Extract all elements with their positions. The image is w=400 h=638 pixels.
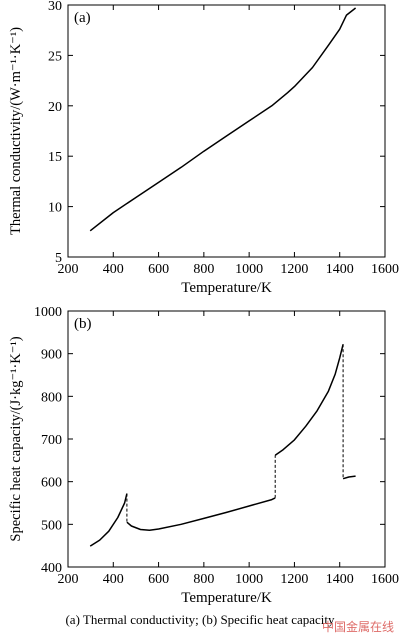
chart-1-x-tick-label: 1400 <box>326 572 354 587</box>
chart-0-x-tick-label: 600 <box>148 262 169 277</box>
chart-0-y-tick-label: 15 <box>48 150 62 165</box>
chart-1-x-axis-label: Temperature/K <box>181 590 272 606</box>
chart-1-series-line-0 <box>89 493 128 547</box>
chart-1-x-tick-label: 600 <box>148 572 169 587</box>
chart-0-y-axis-label: Thermal conductivity/(W·m⁻¹·K⁻¹) <box>8 27 24 235</box>
chart-1-x-tick-label: 1600 <box>371 572 399 587</box>
chart-0-x-tick-label: 800 <box>193 262 214 277</box>
chart-0-x-tick-label: 1200 <box>280 262 308 277</box>
chart-1-y-tick-label: 700 <box>41 433 62 448</box>
chart-0-x-tick-label: 200 <box>58 262 79 277</box>
chart-1-x-tick-label: 200 <box>58 572 79 587</box>
chart-0-panel-label: (a) <box>74 10 91 26</box>
chart-1-panel-label: (b) <box>74 316 92 332</box>
chart-0-y-tick-label: 5 <box>55 251 62 266</box>
chart-1-y-axis-label: Specific heat capacity/(J·kg⁻¹·K⁻¹) <box>8 336 24 541</box>
chart-1-y-tick-label: 900 <box>41 348 62 363</box>
chart-1-series-line-2 <box>126 497 276 532</box>
chart-1-panel: 200 400 600 800 1000 1200 1400 1600400500600700… <box>8 305 399 606</box>
chart-0-series-line-0 <box>89 7 357 232</box>
chart-0-y-tick-label: 30 <box>48 0 62 14</box>
chart-0-y-tick-label: 20 <box>48 100 62 115</box>
chart-0-x-tick-label: 1400 <box>326 262 354 277</box>
chart-0-plot-frame <box>67 4 386 258</box>
chart-1-series-line-4 <box>274 344 344 456</box>
chart-0-x-tick-label: 400 <box>103 262 124 277</box>
chart-0-y-tick-label: 10 <box>48 201 62 216</box>
chart-1-x-tick-label: 1000 <box>235 572 263 587</box>
chart-1-plot-frame <box>67 310 386 568</box>
figure-caption: (a) Thermal conductivity; (b) Specific h… <box>65 612 335 627</box>
chart-1-y-tick-label: 400 <box>41 561 62 576</box>
chart-0-y-tick-label: 25 <box>48 49 62 64</box>
chart-0-x-tick-label: 1600 <box>371 262 399 277</box>
watermark-text: 中国金属在线 <box>321 620 394 634</box>
chart-1-x-tick-label: 800 <box>193 572 214 587</box>
chart-1-x-tick-label: 400 <box>103 572 124 587</box>
chart-0-x-tick-label: 1000 <box>235 262 263 277</box>
chart-1-y-tick-label: 600 <box>41 476 62 491</box>
chart-1-y-tick-label: 500 <box>41 518 62 533</box>
chart-1-series-line-6 <box>342 475 356 480</box>
chart-0-panel: 200 400 600 800 1000 1200 1400 1600 5 10 15 20 25 30 (… <box>8 0 399 296</box>
chart-0-x-axis-label: Temperature/K <box>181 280 272 296</box>
chart-figure: 200 400 600 800 1000 1200 1400 160051015202530(… <box>8 0 399 606</box>
chart-1-y-tick-label: 1000 <box>34 305 62 320</box>
chart-1-y-tick-label: 800 <box>41 390 62 405</box>
chart-1-x-tick-label: 1200 <box>280 572 308 587</box>
